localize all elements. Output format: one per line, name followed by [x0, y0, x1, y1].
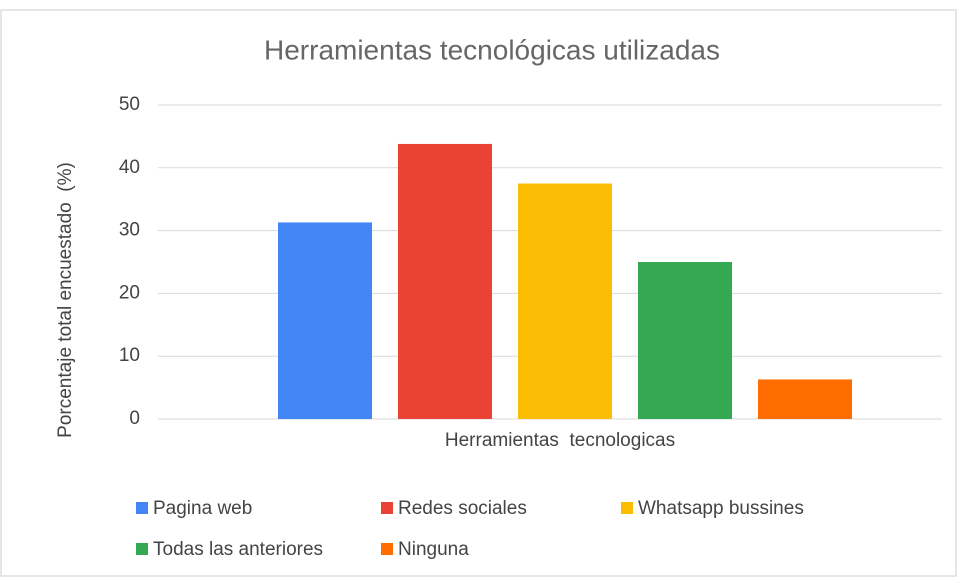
legend-label: Ninguna — [398, 539, 469, 560]
y-tick-label: 30 — [119, 220, 140, 241]
bar — [518, 183, 612, 419]
y-axis-label: Porcentaje total encuestado (%) — [55, 162, 76, 438]
legend-label: Pagina web — [153, 498, 252, 519]
y-tick-label: 10 — [119, 345, 140, 366]
legend-swatch — [621, 502, 633, 514]
legend-swatch — [136, 543, 148, 555]
legend-swatch — [136, 502, 148, 514]
y-tick-label: 50 — [119, 94, 140, 115]
x-tick-label: Herramientas tecnologicas — [445, 430, 675, 451]
bar — [278, 222, 372, 419]
y-tick-label: 20 — [119, 282, 140, 303]
bar — [638, 262, 732, 419]
y-tick-label: 40 — [119, 157, 140, 178]
legend-label: Redes sociales — [398, 498, 527, 519]
chart-title: Herramientas tecnológicas utilizadas — [264, 34, 720, 65]
y-tick-label: 0 — [129, 408, 140, 429]
legend-label: Whatsapp bussines — [638, 498, 804, 519]
legend-swatch — [381, 543, 393, 555]
bar — [398, 143, 492, 419]
bar — [758, 379, 852, 419]
legend-swatch — [381, 502, 393, 514]
legend-label: Todas las anteriores — [153, 539, 323, 560]
